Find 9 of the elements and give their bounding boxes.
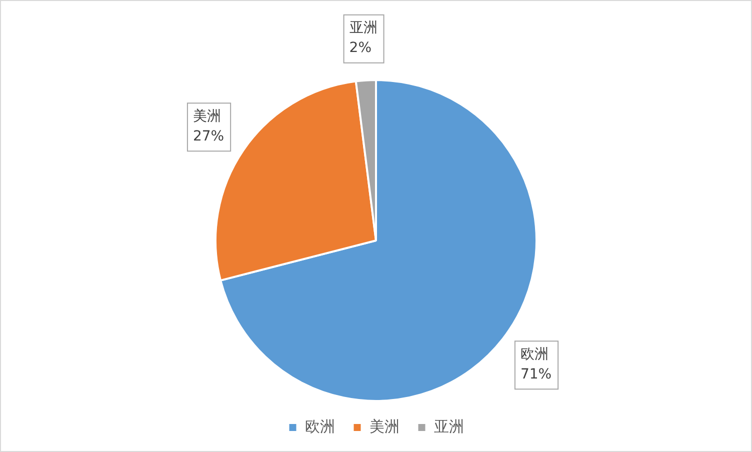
slice-label: 欧洲 — [520, 346, 548, 362]
data-label: 27% — [192, 128, 224, 144]
slice-label: 美洲 — [192, 108, 221, 124]
legend-label: 亚洲 — [434, 417, 464, 436]
slice-label: 亚洲 — [349, 20, 378, 36]
legend-label: 美洲 — [369, 417, 400, 436]
data-label: 2% — [349, 40, 372, 56]
data-label: 71% — [520, 366, 552, 382]
legend-label: 欧洲 — [304, 417, 335, 436]
